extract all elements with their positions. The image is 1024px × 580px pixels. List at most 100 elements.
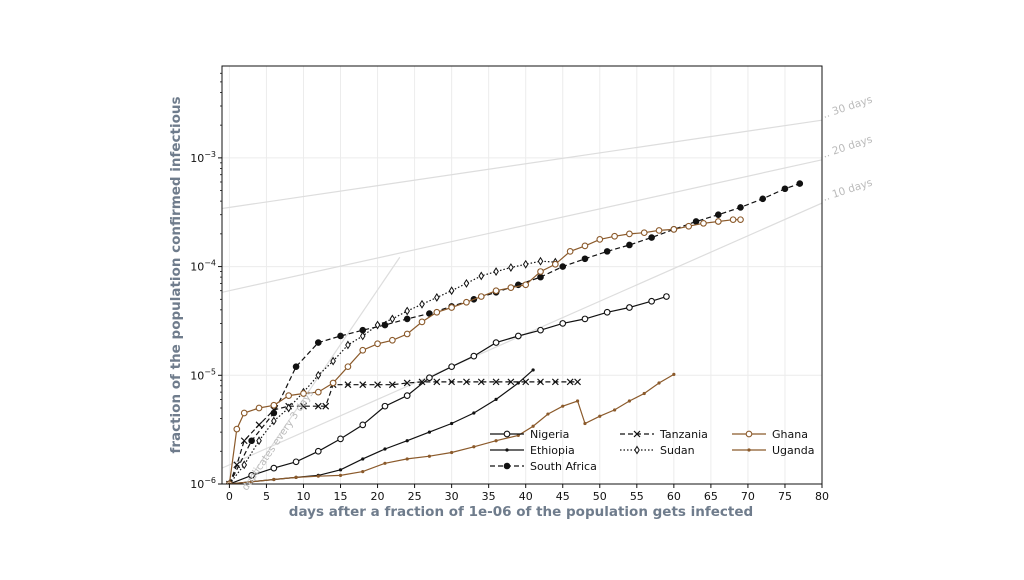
data-point-south-africa	[648, 234, 655, 241]
x-tick-label: 35	[482, 490, 496, 503]
guide-line	[222, 119, 822, 210]
data-point-sudan	[404, 306, 410, 316]
x-tick-label: 70	[741, 490, 755, 503]
data-point-ethiopia	[531, 368, 535, 372]
data-point-sudan	[522, 259, 529, 269]
legend-marker-sudan	[634, 445, 640, 455]
legend-label-tanzania: Tanzania	[659, 428, 708, 441]
data-point-ghana	[640, 229, 648, 237]
series-sudan	[226, 256, 559, 484]
data-point-uganda	[598, 414, 602, 418]
data-point-south-africa	[737, 204, 744, 211]
data-point-ghana	[433, 308, 441, 316]
data-point-uganda	[294, 475, 298, 480]
legend-entry-uganda: Uganda	[732, 444, 814, 457]
data-point-uganda	[583, 421, 587, 426]
data-point-ghana	[581, 242, 589, 250]
data-point-ghana	[240, 409, 248, 417]
data-point-ethiopia	[383, 447, 387, 451]
data-point-sudan	[241, 460, 248, 470]
x-tick-label: 25	[408, 490, 422, 503]
series-ghana	[226, 216, 744, 484]
guide-line	[222, 159, 822, 293]
data-point-ethiopia	[361, 457, 365, 461]
legend-marker-ethiopia	[505, 448, 509, 452]
data-point-nigeria	[663, 293, 670, 300]
plot-area-background	[222, 66, 822, 484]
data-point-nigeria	[559, 320, 567, 327]
data-point-tanzania	[537, 378, 544, 386]
data-point-sudan	[374, 320, 381, 330]
data-point-ghana	[537, 268, 544, 275]
data-point-south-africa	[626, 241, 633, 249]
data-point-uganda	[316, 474, 320, 478]
legend-label-south-africa: South Africa	[530, 460, 597, 473]
data-point-ghana	[374, 340, 381, 348]
data-point-uganda	[575, 399, 580, 403]
x-tick-label: 5	[263, 490, 270, 503]
data-point-uganda	[338, 473, 343, 477]
data-point-uganda	[472, 445, 476, 449]
data-point-tanzania	[522, 378, 530, 386]
data-point-ethiopia	[450, 421, 454, 426]
plot-frame	[221, 65, 823, 485]
data-point-uganda	[405, 457, 409, 461]
data-point-sudan	[271, 416, 277, 426]
legend-entry-south-africa: South Africa	[490, 460, 597, 473]
data-point-sudan	[315, 370, 322, 380]
data-point-uganda	[383, 461, 387, 465]
x-tick-label: 20	[371, 490, 385, 503]
legend-label-ghana: Ghana	[772, 428, 808, 441]
data-point-tanzania	[359, 381, 367, 389]
data-point-uganda	[642, 391, 646, 396]
data-point-ghana	[729, 216, 737, 224]
data-point-ghana	[714, 218, 722, 225]
data-point-ghana	[492, 287, 500, 295]
data-point-south-africa	[403, 315, 411, 323]
y-tick-label: 10−3	[190, 150, 216, 165]
data-point-nigeria	[292, 458, 300, 466]
data-point-tanzania	[388, 381, 396, 389]
data-point-nigeria	[470, 352, 478, 360]
data-point-sudan	[345, 340, 351, 350]
data-point-tanzania	[418, 378, 426, 386]
data-point-south-africa	[314, 339, 322, 346]
data-point-ghana	[403, 330, 411, 338]
x-tick-label: 75	[778, 490, 792, 503]
data-point-tanzania	[374, 381, 381, 389]
data-point-tanzania	[477, 378, 485, 386]
data-point-ghana	[685, 222, 693, 230]
data-point-uganda	[627, 399, 632, 403]
data-point-nigeria	[514, 332, 522, 340]
y-tick-label: 10−5	[190, 367, 216, 382]
data-point-nigeria	[648, 297, 655, 305]
data-point-south-africa	[603, 248, 611, 255]
legend-entry-tanzania: Tanzania	[620, 428, 708, 441]
data-point-sudan	[434, 293, 440, 302]
data-point-south-africa	[559, 263, 567, 270]
data-point-tanzania	[344, 381, 352, 389]
data-point-tanzania	[448, 378, 456, 386]
data-point-ethiopia	[427, 430, 432, 434]
data-point-uganda	[250, 480, 254, 484]
data-point-sudan	[448, 286, 455, 296]
data-point-ghana	[285, 392, 293, 399]
data-point-uganda	[657, 381, 661, 385]
data-point-ghana	[448, 304, 455, 311]
data-point-tanzania	[300, 402, 307, 410]
data-point-sudan	[419, 299, 425, 309]
data-point-ghana	[507, 284, 515, 292]
x-axis: 0 5 10 15 20 25 30 35 40 45 50 55 60 65 70 75 80	[226, 484, 829, 503]
data-point-tanzania	[314, 402, 322, 410]
data-point-tanzania	[403, 379, 411, 387]
x-tick-label: 0	[226, 490, 233, 503]
data-point-ghana	[737, 216, 744, 224]
data-point-ghana	[300, 390, 307, 397]
data-point-south-africa	[692, 218, 700, 225]
data-point-ghana	[670, 226, 678, 233]
y-tick-label: 10−4	[190, 259, 216, 274]
data-point-nigeria	[248, 472, 255, 479]
data-point-tanzania	[322, 402, 330, 410]
legend-label-nigeria: Nigeria	[530, 428, 569, 441]
